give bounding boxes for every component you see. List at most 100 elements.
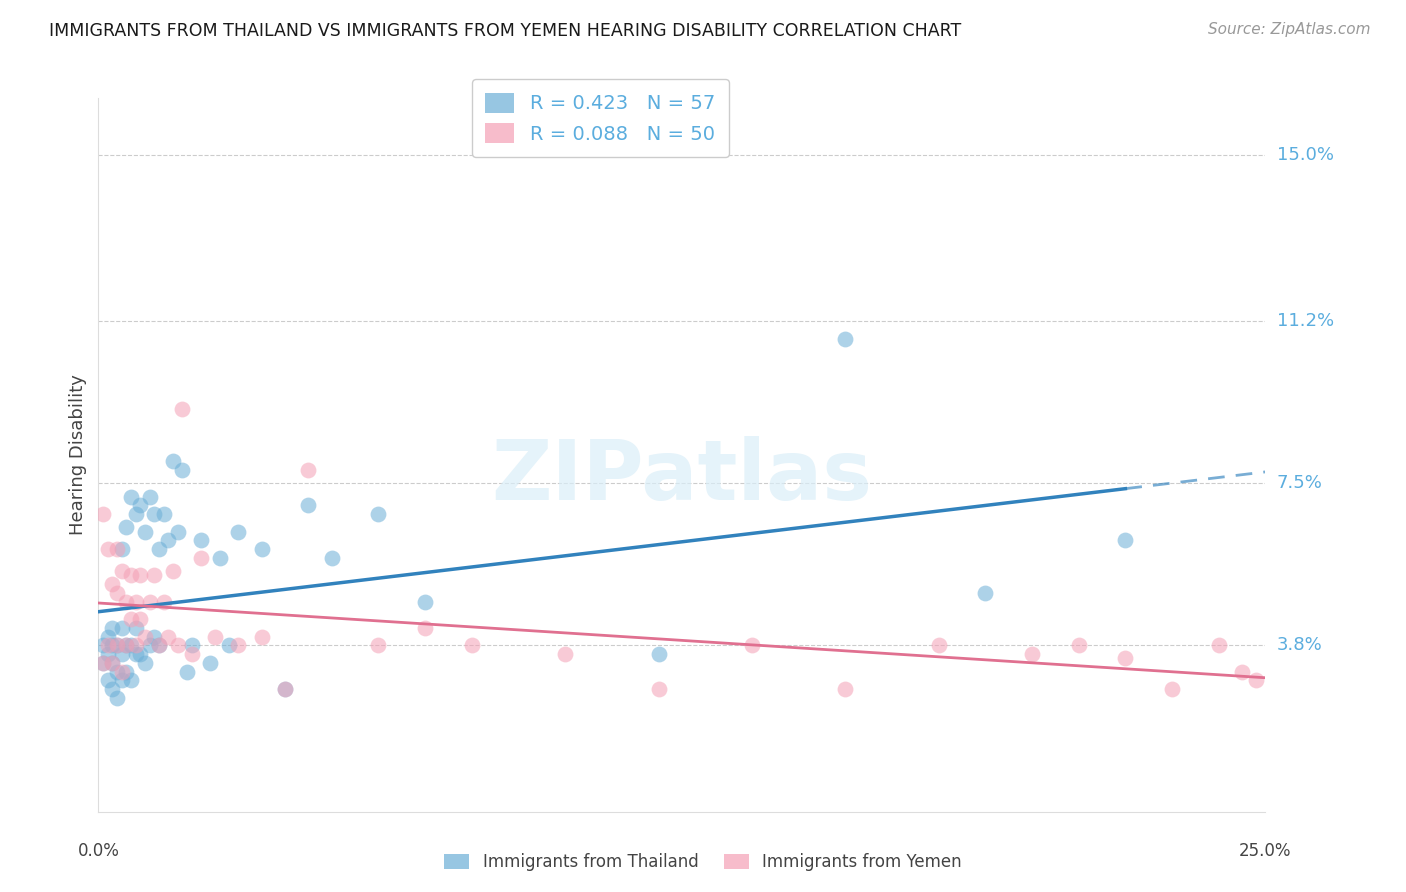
Point xyxy=(125,594,148,608)
Point xyxy=(101,656,124,670)
Point xyxy=(139,638,162,652)
Point xyxy=(125,638,148,652)
Point xyxy=(413,621,436,635)
Text: 0.0%: 0.0% xyxy=(77,842,120,860)
Point xyxy=(834,682,856,697)
Point xyxy=(125,507,148,521)
Point xyxy=(172,401,194,416)
Point xyxy=(97,542,120,557)
Point xyxy=(1208,638,1230,652)
Point xyxy=(134,524,156,539)
Point xyxy=(1161,682,1184,697)
Point xyxy=(554,647,576,661)
Point xyxy=(129,568,152,582)
Point xyxy=(1021,647,1043,661)
Point xyxy=(91,656,114,670)
Y-axis label: Hearing Disability: Hearing Disability xyxy=(69,375,87,535)
Point xyxy=(129,498,152,512)
Point xyxy=(157,630,180,644)
Point xyxy=(297,463,319,477)
Point xyxy=(180,638,202,652)
Text: 7.5%: 7.5% xyxy=(1277,475,1323,492)
Point xyxy=(105,586,128,600)
Point xyxy=(162,564,184,578)
Point xyxy=(148,638,170,652)
Point xyxy=(148,638,170,652)
Point xyxy=(111,621,134,635)
Point xyxy=(143,568,166,582)
Point xyxy=(218,638,240,652)
Point xyxy=(129,612,152,626)
Point xyxy=(120,490,142,504)
Point xyxy=(105,638,128,652)
Point xyxy=(91,507,114,521)
Point xyxy=(367,507,389,521)
Point xyxy=(166,524,188,539)
Point xyxy=(120,612,142,626)
Text: 11.2%: 11.2% xyxy=(1277,312,1334,330)
Point xyxy=(152,594,174,608)
Point xyxy=(125,647,148,661)
Text: 3.8%: 3.8% xyxy=(1277,636,1322,655)
Point xyxy=(180,647,202,661)
Point xyxy=(367,638,389,652)
Point xyxy=(461,638,484,652)
Point xyxy=(139,490,162,504)
Text: 25.0%: 25.0% xyxy=(1239,842,1292,860)
Legend: Immigrants from Thailand, Immigrants from Yemen: Immigrants from Thailand, Immigrants fro… xyxy=(436,845,970,880)
Point xyxy=(228,524,250,539)
Point xyxy=(176,665,198,679)
Point xyxy=(115,638,138,652)
Point xyxy=(274,682,297,697)
Text: Source: ZipAtlas.com: Source: ZipAtlas.com xyxy=(1208,22,1371,37)
Point xyxy=(111,542,134,557)
Point xyxy=(166,638,188,652)
Legend: R = 0.423   N = 57, R = 0.088   N = 50: R = 0.423 N = 57, R = 0.088 N = 50 xyxy=(471,79,728,157)
Point xyxy=(97,647,120,661)
Point xyxy=(190,533,212,548)
Point xyxy=(115,665,138,679)
Point xyxy=(250,542,273,557)
Point xyxy=(172,463,194,477)
Point xyxy=(148,542,170,557)
Point xyxy=(208,550,231,565)
Point xyxy=(647,647,669,661)
Point xyxy=(134,630,156,644)
Point xyxy=(120,673,142,688)
Point xyxy=(834,332,856,346)
Point xyxy=(143,630,166,644)
Point xyxy=(97,638,120,652)
Point xyxy=(97,630,120,644)
Point xyxy=(129,647,152,661)
Point xyxy=(139,594,162,608)
Point xyxy=(105,665,128,679)
Point xyxy=(120,568,142,582)
Point xyxy=(91,656,114,670)
Point xyxy=(974,586,997,600)
Point xyxy=(321,550,343,565)
Point xyxy=(101,638,124,652)
Point xyxy=(647,682,669,697)
Text: IMMIGRANTS FROM THAILAND VS IMMIGRANTS FROM YEMEN HEARING DISABILITY CORRELATION: IMMIGRANTS FROM THAILAND VS IMMIGRANTS F… xyxy=(49,22,962,40)
Point xyxy=(91,638,114,652)
Point xyxy=(413,594,436,608)
Point xyxy=(115,594,138,608)
Point xyxy=(157,533,180,548)
Point xyxy=(101,577,124,591)
Point xyxy=(134,656,156,670)
Point xyxy=(152,507,174,521)
Point xyxy=(120,638,142,652)
Point xyxy=(928,638,950,652)
Point xyxy=(297,498,319,512)
Point xyxy=(250,630,273,644)
Point xyxy=(741,638,763,652)
Point xyxy=(274,682,297,697)
Point xyxy=(190,550,212,565)
Point xyxy=(105,638,128,652)
Point xyxy=(111,564,134,578)
Point xyxy=(111,647,134,661)
Point xyxy=(200,656,222,670)
Point xyxy=(143,507,166,521)
Point xyxy=(1230,665,1253,679)
Point xyxy=(101,621,124,635)
